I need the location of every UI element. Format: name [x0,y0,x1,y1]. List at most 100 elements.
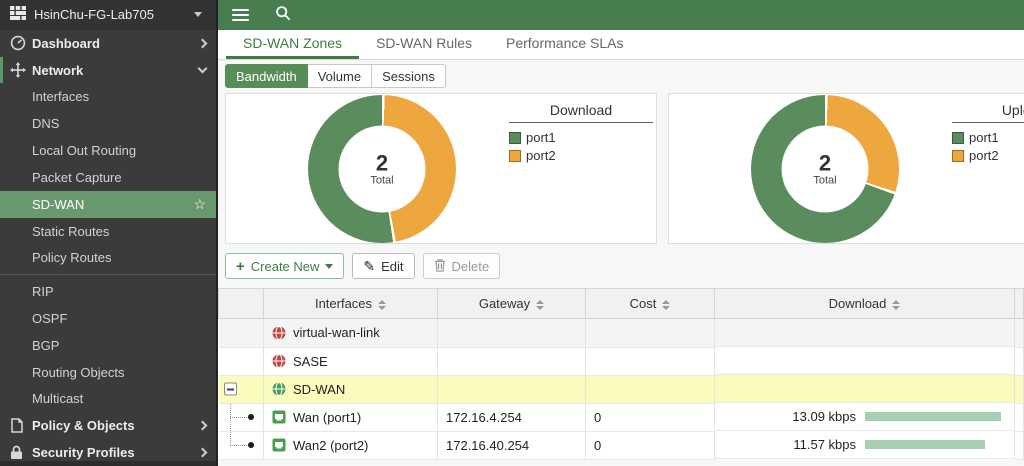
sidebar-item-sdwan[interactable]: SD-WAN ☆ [0,190,216,218]
sidebar-item-interfaces[interactable]: Interfaces [32,89,90,105]
delete-button[interactable]: Delete [422,253,501,279]
device-selector[interactable]: HsinChu-FG-Lab705 [0,0,216,30]
tree-bullet [247,414,254,420]
legend-item-port2[interactable]: port2 [952,148,1024,163]
sidebar-item-policy-objects[interactable]: Policy & Objects [0,412,216,439]
dashboard-gauge-icon [10,35,32,51]
download-bar [865,440,985,449]
tab-sdwan-zones[interactable]: SD-WAN Zones [226,30,360,59]
donut-total-value: 2 [818,150,832,175]
table-row-sdwan[interactable]: SD-WAN [218,375,1024,404]
sidebar-item-multicast[interactable]: Multicast [32,391,84,407]
ethernet-port-icon [272,438,286,452]
main-area: SD-WAN Zones SD-WAN Rules Performance SL… [218,0,1024,466]
sidebar-item-security-profiles[interactable]: Security Profiles [0,439,216,466]
legend-item-port2[interactable]: port2 [509,148,653,163]
table-row-wan2-port2[interactable]: Wan2 (port2) 172.16.40.254 0 11.57 kbps [218,431,1024,460]
create-new-button[interactable]: + Create New [225,253,345,279]
toggle-bandwidth[interactable]: Bandwidth [225,64,308,88]
donut-total-label: Total [370,174,394,186]
fortigate-logo-icon [10,6,26,23]
table-row-virtual-wan-link[interactable]: virtual-wan-link [218,318,1024,348]
port1-color-swatch [952,131,964,144]
download-bar [865,412,1001,421]
tab-performance-slas[interactable]: Performance SLAs [506,35,624,51]
pencil-icon: ✎ [363,257,376,274]
chevron-right-icon [197,38,208,49]
gateway-column-header[interactable]: Gateway [437,288,586,319]
sidebar-item-network[interactable]: Network [0,56,216,84]
search-icon[interactable] [275,5,291,26]
red-zone-globe-icon [272,354,286,368]
donut-total-value: 2 [375,150,389,175]
sidebar-item-local-out-routing[interactable]: Local Out Routing [32,143,137,159]
lock-icon [10,445,32,460]
sidebar-item-bgp[interactable]: BGP [32,337,60,353]
port2-color-swatch [509,149,521,162]
sidebar-divider [0,274,216,276]
chevron-down-icon [197,63,208,74]
sidebar-item-routing-objects[interactable]: Routing Objects [32,364,125,380]
upload-legend: Upload port1 port2 [952,102,1024,166]
chevron-right-icon [197,447,208,458]
sidebar-item-ospf[interactable]: OSPF [32,311,68,326]
sidebar-item-static-routes[interactable]: Static Routes [32,223,110,239]
ethernet-port-icon [272,410,286,424]
menu-hamburger-icon[interactable] [232,9,249,21]
tree-line [229,417,249,418]
sidebar-item-dashboard[interactable]: Dashboard [0,30,216,57]
legend-item-port1[interactable]: port1 [952,130,1024,145]
upload-chart-panel: 2 Total Upload port1 port2 [668,93,1024,244]
network-move-icon [10,62,32,79]
sidebar-next-item-partial [0,461,216,466]
topbar [218,0,1024,30]
content-area: Bandwidth Volume Sessions 2 Total Downlo… [218,60,1024,466]
edit-button[interactable]: ✎ Edit [352,253,415,279]
cost-column-header[interactable]: Cost [585,288,715,319]
sidebar-item-packet-capture[interactable]: Packet Capture [32,169,122,185]
chevron-right-icon [197,420,208,431]
plus-icon: + [236,257,245,275]
upload-donut-chart[interactable]: 2 Total [751,95,899,243]
sort-icon [662,299,671,310]
download-chart-panel: 2 Total Download port1 port2 [225,93,657,244]
sort-icon [536,299,545,310]
donut-center: 2 Total [781,125,869,213]
collapse-icon[interactable] [223,382,237,396]
metric-toggle: Bandwidth Volume Sessions [225,64,1024,88]
toggle-volume[interactable]: Volume [307,64,373,88]
toggle-sessions[interactable]: Sessions [372,64,446,88]
sidebar-item-rip[interactable]: RIP [32,284,54,300]
interfaces-table: Interfaces Gateway Cost Download virtual… [218,288,1024,460]
download-donut-chart[interactable]: 2 Total [308,95,456,243]
device-caret-icon [194,12,202,18]
policy-document-icon [10,418,32,434]
table-header-row: Interfaces Gateway Cost Download [218,288,1024,319]
download-column-header[interactable]: Download [714,288,1015,319]
download-legend: Download port1 port2 [509,102,653,166]
favorite-star-icon[interactable]: ☆ [193,195,206,212]
tree-line [229,403,231,430]
donut-center: 2 Total [338,125,426,213]
table-row-sase[interactable]: SASE [218,347,1024,376]
chart-panels: 2 Total Download port1 port2 [225,93,1024,244]
device-name: HsinChu-FG-Lab705 [34,7,154,23]
select-column-header [218,288,264,319]
legend-item-port1[interactable]: port1 [509,130,653,145]
upload-column-header-sliver [1014,288,1024,319]
donut-total-label: Total [813,174,837,186]
legend-title: Upload [952,102,1024,123]
tab-sdwan-rules[interactable]: SD-WAN Rules [376,35,472,51]
green-zone-globe-icon [272,382,286,396]
tree-line [229,431,231,445]
dropdown-caret-icon [325,263,334,269]
sidebar-item-label: Dashboard [32,35,100,51]
interfaces-column-header[interactable]: Interfaces [263,288,438,319]
sidebar-item-policy-routes[interactable]: Policy Routes [32,250,112,266]
legend-title: Download [509,102,653,123]
sidebar-item-dns[interactable]: DNS [32,116,60,132]
sort-icon [378,299,387,310]
table-row-wan-port1[interactable]: Wan (port1) 172.16.4.254 0 13.09 kbps [218,403,1024,432]
trash-icon [434,258,446,275]
port1-color-swatch [509,131,521,144]
